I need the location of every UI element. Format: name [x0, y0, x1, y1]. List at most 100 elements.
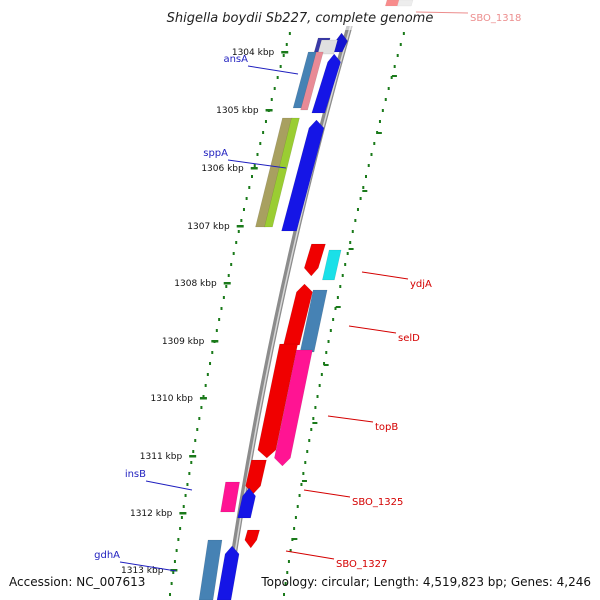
tick-dot-left: [173, 560, 176, 563]
tick-dot-left: [196, 428, 199, 431]
tick-dot-right: [296, 505, 299, 508]
tick-dot-right: [396, 54, 399, 57]
tick-dot-left: [198, 417, 201, 420]
kbp-tick-label: 1313 kbp: [121, 566, 164, 576]
tick-dot-left: [288, 32, 291, 35]
minor-tick-right: [362, 190, 368, 192]
minor-tick-right: [391, 75, 397, 77]
gene-leader-line: [247, 65, 299, 75]
kbp-tick: [189, 455, 197, 458]
tick-dot-right: [393, 65, 396, 68]
gene-label-right: selD: [398, 333, 420, 344]
gene-feature: [264, 117, 300, 228]
gene-feature: [274, 349, 313, 467]
kbp-tick-label: 1304 kbp: [232, 48, 275, 58]
tick-dot-left: [200, 406, 203, 409]
tick-dot-left: [186, 483, 189, 486]
gene-leader-line: [361, 271, 409, 280]
tick-dot-right: [344, 263, 347, 266]
tick-dot-left: [179, 527, 182, 530]
kbp-tick-label: 1311 kbp: [140, 452, 183, 462]
kbp-tick: [265, 109, 273, 112]
tick-dot-right: [341, 274, 344, 277]
genome-title: Shigella boydii Sb227, complete genome: [167, 11, 434, 26]
tick-dot-right: [356, 208, 359, 211]
minor-tick-right: [323, 364, 329, 366]
gene-label-left: insB: [125, 469, 146, 480]
kbp-tick: [223, 282, 231, 285]
tick-dot-left: [170, 582, 173, 585]
tick-dot-right: [286, 571, 289, 574]
gene-leader-line: [327, 415, 374, 423]
gene-leader-line: [348, 325, 397, 334]
tick-dot-right: [298, 494, 301, 497]
minor-tick-right: [376, 132, 382, 134]
tick-dot-left: [256, 153, 259, 156]
tick-dot-right: [294, 516, 297, 519]
tick-dot-left: [190, 461, 193, 464]
tick-dot-left: [169, 593, 172, 596]
tick-dot-right: [362, 186, 365, 189]
gene-label-right: topB: [375, 422, 398, 433]
minor-tick-right: [292, 538, 298, 540]
tick-dot-right: [308, 439, 311, 442]
tick-dot-right: [364, 175, 367, 178]
gene-feature: [198, 539, 223, 600]
tick-dot-left: [227, 274, 230, 277]
tick-dot-right: [310, 428, 313, 431]
tick-dot-left: [270, 98, 273, 101]
tick-dot-left: [172, 571, 175, 574]
minor-tick-right: [348, 248, 354, 250]
kbp-ticks: 1304 kbp 1305 kbp 1306 kbp 1307 kbp 1308 kbp…: [121, 48, 289, 576]
gene-feature: [322, 249, 342, 281]
tick-dot-left: [206, 373, 209, 376]
gene-feature: [220, 481, 240, 513]
tick-dot-right: [367, 164, 370, 167]
tick-dot-right: [384, 98, 387, 101]
gene-feature: [317, 39, 338, 55]
gene-leader-line: [227, 159, 287, 169]
gene-feature: [257, 343, 299, 459]
tick-dot-right: [339, 285, 342, 288]
tick-dot-right: [336, 296, 339, 299]
tick-dot-right: [283, 593, 286, 596]
tick-dot-right: [399, 43, 402, 46]
kbp-tick: [199, 397, 207, 400]
tick-dot-right: [329, 329, 332, 332]
kbp-tick: [211, 340, 219, 343]
gene-feature: [311, 53, 341, 114]
tick-dot-left: [202, 395, 205, 398]
gene-feature: [216, 545, 240, 600]
tick-dot-right: [320, 373, 323, 376]
tick-dot-left: [177, 538, 180, 541]
tick-dot-right: [300, 483, 303, 486]
accession-text: Accession: NC_007613: [9, 575, 146, 589]
tick-dot-right: [378, 120, 381, 123]
gene-feature: [299, 289, 328, 353]
tick-dot-left: [218, 318, 221, 321]
kbp-tick-label: 1306 kbp: [201, 164, 244, 174]
tick-dot-left: [264, 120, 267, 123]
gene-label-left: gdhA: [94, 550, 120, 561]
tick-dot-left: [259, 142, 262, 145]
gene-leader-line: [119, 561, 177, 572]
tick-dot-left: [188, 472, 191, 475]
tick-dot-left: [248, 186, 251, 189]
tick-dot-right: [284, 582, 287, 585]
tick-dot-left: [273, 87, 276, 90]
tick-dot-right: [323, 362, 326, 365]
tick-dot-left: [232, 252, 235, 255]
tick-dot-right: [325, 351, 328, 354]
tick-dot-left: [184, 494, 187, 497]
tick-dot-left: [285, 43, 288, 46]
tick-dot-left: [235, 241, 238, 244]
minor-tick-right: [335, 306, 341, 308]
gene-label-right: SBO_1327: [336, 559, 387, 570]
tick-dot-right: [312, 417, 315, 420]
tick-dot-left: [240, 219, 243, 222]
tick-dot-right: [359, 197, 362, 200]
tick-dot-right: [334, 307, 337, 310]
tick-dot-left: [276, 76, 279, 79]
gene-label-right: SBO_1325: [352, 497, 403, 508]
tick-dot-right: [314, 406, 317, 409]
